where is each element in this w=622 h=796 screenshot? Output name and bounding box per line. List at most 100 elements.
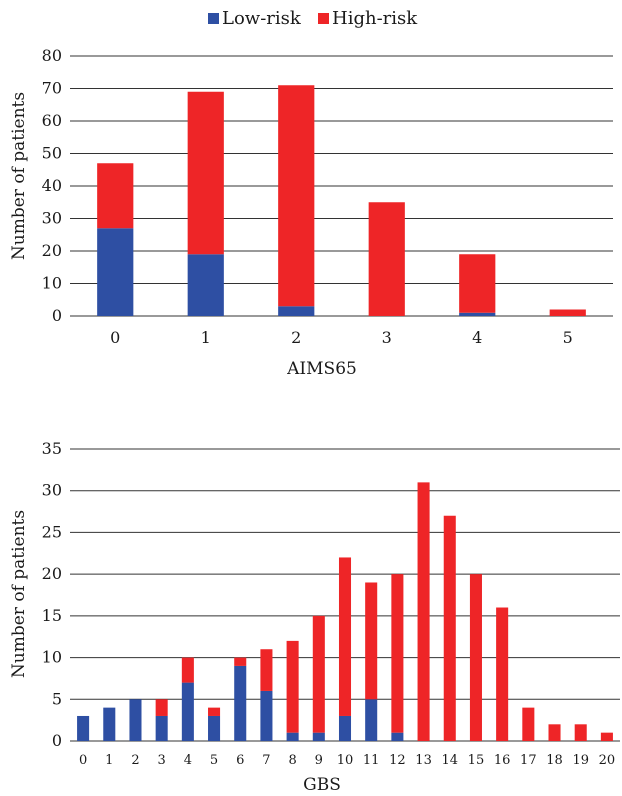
- gbs-bar-high-risk-7: [260, 649, 273, 691]
- gbs-bar-low-risk-4: [181, 682, 194, 741]
- gbs-bar-low-risk-9: [312, 732, 325, 741]
- gbs-x-tick-label: 10: [337, 753, 354, 768]
- gbs-bar-low-risk-0: [77, 715, 90, 741]
- gbs-x-tick-label: 19: [572, 753, 589, 768]
- aims65-y-tick-label: 30: [42, 209, 62, 228]
- gbs-y-tick-label: 0: [52, 731, 62, 750]
- aims65-x-tick-labels: 0 1 2 3 4 5: [110, 328, 573, 347]
- aims65-x-tick-label: 3: [382, 328, 392, 347]
- gbs-bar-low-risk-12: [391, 732, 404, 741]
- aims65-bar-high-risk-1: [187, 91, 224, 255]
- gbs-x-tick-labels: 0 1 2 3 4 5 6 7 8 9 10 11 12 13 14 15 16 17 18 19 20: [79, 753, 615, 768]
- gbs-x-tick-label: 0: [79, 753, 87, 768]
- gbs-x-tick-label: 4: [184, 753, 192, 768]
- gbs-bar-low-risk-6: [234, 665, 247, 741]
- gbs-bar-high-risk-17: [522, 707, 535, 741]
- gbs-x-tick-label: 14: [441, 753, 458, 768]
- gbs-x-axis-title: GBS: [303, 775, 341, 795]
- gbs-y-tick-label: 35: [42, 439, 62, 458]
- gbs-x-tick-label: 11: [363, 753, 380, 768]
- gbs-x-tick-label: 18: [546, 753, 563, 768]
- legend-swatch-low-risk: [208, 13, 219, 24]
- gbs-x-tick-label: 20: [599, 753, 616, 768]
- aims65-y-tick-label: 0: [52, 306, 62, 325]
- gbs-y-tick-label: 15: [42, 606, 62, 625]
- gbs-bar-high-risk-14: [443, 515, 456, 741]
- gbs-bar-high-risk-15: [469, 574, 482, 741]
- gbs-x-tick-label: 15: [468, 753, 485, 768]
- gbs-bar-high-risk-6: [234, 657, 247, 666]
- gbs-y-axis-title: Number of patients: [9, 510, 29, 678]
- gbs-x-tick-label: 3: [158, 753, 166, 768]
- gbs-bar-high-risk-8: [286, 640, 299, 733]
- gbs-x-tick-label: 16: [494, 753, 511, 768]
- aims65-y-tick-label: 50: [42, 144, 62, 163]
- gbs-bar-low-risk-3: [155, 715, 168, 741]
- legend: Low-risk High-risk: [208, 8, 418, 29]
- gbs-bars: [77, 482, 613, 741]
- gbs-y-tick-label: 20: [42, 564, 62, 583]
- gbs-x-tick-label: 7: [262, 753, 270, 768]
- gbs-bar-high-risk-18: [548, 724, 561, 741]
- aims65-bars: [97, 85, 586, 316]
- aims65-y-tick-label: 20: [42, 241, 62, 260]
- aims65-y-tick-label: 40: [42, 176, 62, 195]
- gbs-y-tick-labels: 0 5 10 15 20 25 30 35: [42, 439, 62, 750]
- aims65-y-tick-label: 80: [42, 46, 62, 65]
- gbs-y-tick-label: 5: [52, 689, 62, 708]
- gbs-x-tick-label: 9: [315, 753, 323, 768]
- gbs-bar-high-risk-16: [496, 607, 509, 741]
- gbs-bar-low-risk-8: [286, 732, 299, 741]
- aims65-y-tick-label: 70: [42, 79, 62, 98]
- aims65-bar-high-risk-5: [549, 309, 586, 316]
- gbs-y-tick-label: 10: [42, 648, 62, 667]
- gbs-bar-high-risk-9: [312, 615, 325, 733]
- legend-swatch-high-risk: [318, 13, 329, 24]
- gbs-x-tick-label: 12: [389, 753, 406, 768]
- gbs-x-tick-label: 2: [131, 753, 139, 768]
- gbs-bar-high-risk-11: [365, 582, 378, 700]
- gbs-bar-low-risk-5: [208, 715, 221, 741]
- gbs-bar-high-risk-5: [208, 707, 221, 716]
- gbs-bar-low-risk-2: [129, 699, 142, 741]
- aims65-y-tick-labels: 0 10 20 30 40 50 60 70 80: [42, 46, 62, 325]
- aims65-bar-low-risk-4: [459, 312, 496, 316]
- aims65-bar-high-risk-4: [459, 254, 496, 313]
- aims65-gridlines: [70, 55, 613, 317]
- gbs-bar-high-risk-10: [338, 557, 352, 716]
- gbs-x-tick-label: 6: [236, 753, 244, 768]
- aims65-bar-low-risk-1: [187, 254, 224, 316]
- gbs-x-tick-label: 1: [105, 753, 113, 768]
- gbs-bar-high-risk-4: [181, 657, 194, 683]
- aims65-bar-high-risk-2: [278, 85, 315, 307]
- aims65-x-tick-label: 0: [110, 328, 120, 347]
- aims65-bar-low-risk-0: [97, 228, 134, 316]
- gbs-bar-high-risk-12: [391, 574, 404, 733]
- gbs-bar-high-risk-20: [600, 732, 613, 741]
- gbs-y-tick-label: 25: [42, 522, 62, 541]
- aims65-chart: 0 10 20 30 40 50 60 70 80 0 1 2 3 4 5 AIMS65 Number o…: [9, 46, 613, 379]
- gbs-bar-low-risk-10: [338, 715, 352, 741]
- aims65-y-tick-label: 10: [42, 274, 62, 293]
- aims65-y-axis-title: Number of patients: [9, 92, 29, 260]
- aims65-bar-high-risk-3: [368, 202, 405, 316]
- gbs-bar-low-risk-1: [103, 707, 116, 741]
- aims65-x-tick-label: 4: [472, 328, 482, 347]
- gbs-x-tick-label: 8: [288, 753, 296, 768]
- aims65-x-tick-label: 1: [201, 328, 211, 347]
- gbs-bar-low-risk-7: [260, 690, 273, 741]
- aims65-x-tick-label: 5: [563, 328, 573, 347]
- aims65-x-tick-label: 2: [291, 328, 301, 347]
- legend-label-low-risk: Low-risk: [222, 8, 302, 29]
- gbs-bar-high-risk-13: [417, 482, 430, 741]
- gbs-x-tick-label: 17: [520, 753, 537, 768]
- gbs-x-tick-label: 5: [210, 753, 218, 768]
- gbs-bar-high-risk-19: [574, 724, 587, 741]
- aims65-bar-high-risk-0: [97, 163, 134, 229]
- aims65-bar-low-risk-2: [278, 306, 315, 316]
- aims65-y-tick-label: 60: [42, 111, 62, 130]
- gbs-x-tick-label: 13: [415, 753, 432, 768]
- legend-label-high-risk: High-risk: [332, 8, 418, 29]
